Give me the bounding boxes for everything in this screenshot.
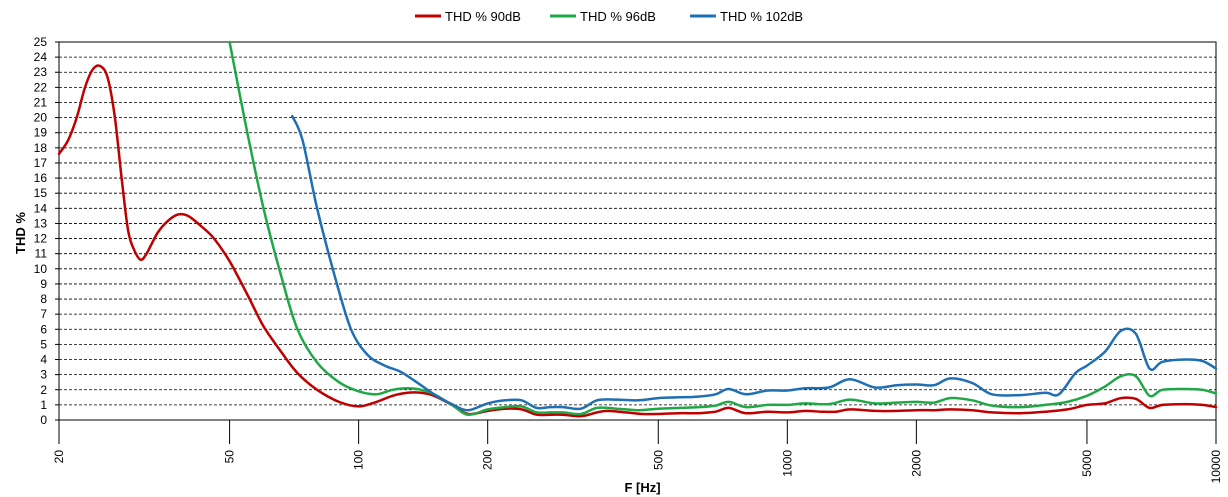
- x-tick-label: 20: [52, 450, 66, 464]
- y-tick-label: 15: [34, 186, 48, 200]
- y-tick-label: 1: [40, 398, 47, 412]
- series-line-3: [290, 114, 1218, 412]
- y-tick-label: 25: [34, 35, 48, 49]
- y-tick-label: 4: [40, 353, 47, 367]
- x-tick-label: 1000: [780, 450, 794, 477]
- x-tick-label: 200: [481, 450, 495, 470]
- y-tick-label: 11: [35, 247, 48, 261]
- y-axis-title: THD %: [13, 212, 28, 254]
- series-line-2: [228, 40, 1218, 417]
- legend-label-1: THD % 90dB: [445, 9, 521, 24]
- x-tick-label: 100: [352, 450, 366, 470]
- plot-area-frame: [58, 41, 1217, 421]
- x-tick-label: 10000: [1209, 450, 1223, 484]
- y-tick-label: 6: [40, 322, 47, 336]
- y-tick-label: 18: [34, 141, 48, 155]
- legend-label-3: THD % 102dB: [720, 9, 803, 24]
- x-axis-ticks: 20 50 100 200 500 1000 2000 5000 10000: [52, 420, 1223, 483]
- y-tick-label: 7: [40, 307, 47, 321]
- y-tick-label: 2: [40, 383, 47, 397]
- x-tick-label: 50: [223, 450, 237, 464]
- y-tick-label: 13: [34, 216, 48, 230]
- y-tick-label: 16: [34, 171, 48, 185]
- y-tick-label: 5: [40, 337, 47, 351]
- y-tick-label: 14: [34, 201, 48, 215]
- y-tick-label: 10: [34, 262, 48, 276]
- x-tick-label: 500: [651, 450, 665, 470]
- x-tick-label: 5000: [1080, 450, 1094, 477]
- series-lines: [57, 40, 1218, 418]
- y-tick-label: 19: [34, 126, 48, 140]
- y-tick-label: 22: [34, 80, 48, 94]
- y-tick-label: 8: [40, 292, 47, 306]
- y-axis-ticks: 0123456789101112131415161718192021222324…: [34, 35, 59, 427]
- series-line-1: [57, 64, 1218, 418]
- legend: THD % 90dB THD % 96dB THD % 102dB: [415, 9, 803, 24]
- y-tick-label: 24: [34, 50, 48, 64]
- grid-lines: [59, 56, 1216, 406]
- x-axis-title: F [Hz]: [624, 480, 660, 495]
- y-tick-label: 17: [34, 156, 48, 170]
- y-tick-label: 20: [34, 111, 48, 125]
- y-tick-label: 9: [40, 277, 47, 291]
- y-tick-label: 23: [34, 65, 48, 79]
- legend-label-2: THD % 96dB: [580, 9, 656, 24]
- y-tick-label: 12: [34, 232, 48, 246]
- x-tick-label: 2000: [909, 450, 923, 477]
- y-tick-label: 3: [40, 368, 47, 382]
- y-tick-label: 21: [34, 95, 48, 109]
- y-tick-label: 0: [40, 413, 47, 427]
